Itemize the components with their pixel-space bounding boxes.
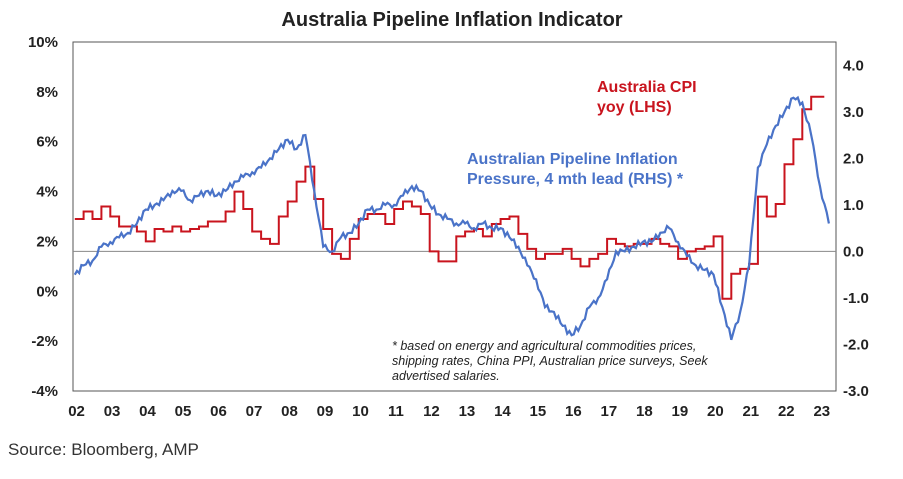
series-label-cpi-line2: yoy (LHS) — [597, 99, 672, 116]
x-tick-label: 18 — [636, 403, 653, 420]
left-tick-label: 0% — [36, 283, 58, 300]
footnote-line-2: shipping rates, China PPI, Australian pr… — [392, 354, 708, 368]
x-tick-label: 03 — [104, 403, 121, 420]
x-tick-label: 12 — [423, 403, 440, 420]
x-tick-label: 22 — [778, 403, 795, 420]
x-tick-label: 15 — [530, 403, 547, 420]
x-tick-label: 02 — [68, 403, 85, 420]
series-label-cpi-line1: Australia CPI — [597, 79, 697, 96]
chart-svg: Australia Pipeline Inflation Indicator 1… — [28, 9, 869, 420]
series-line-cpi — [74, 95, 825, 300]
right-tick-label: 0.0 — [843, 243, 864, 260]
left-tick-label: 2% — [36, 233, 58, 250]
x-tick-label: 17 — [601, 403, 618, 420]
series-line-pipeline — [73, 95, 830, 341]
footnote-line-3: advertised salaries. — [392, 369, 500, 383]
right-tick-label: 4.0 — [843, 57, 864, 74]
x-tick-label: 13 — [459, 403, 476, 420]
x-tick-label: 05 — [175, 403, 192, 420]
series-label-pipeline-line2: Pressure, 4 mth lead (RHS) * — [467, 171, 684, 188]
x-tick-label: 21 — [742, 403, 759, 420]
x-tick-label: 11 — [388, 403, 404, 420]
left-tick-label: -2% — [31, 333, 58, 350]
x-tick-label: 07 — [246, 403, 263, 420]
chart-title: Australia Pipeline Inflation Indicator — [281, 9, 622, 31]
right-tick-label: -3.0 — [843, 383, 869, 400]
right-tick-label: 3.0 — [843, 104, 864, 121]
x-tick-label: 19 — [672, 403, 689, 420]
left-axis: 10% 8% 6% 4% 2% 0% -2% -4% — [28, 34, 58, 400]
series-label-pipeline-line1: Australian Pipeline Inflation — [467, 151, 678, 168]
x-tick-label: 16 — [565, 403, 582, 420]
right-tick-label: 1.0 — [843, 197, 864, 214]
x-tick-label: 20 — [707, 403, 724, 420]
plot-frame — [72, 41, 837, 392]
x-tick-label: 23 — [813, 403, 830, 420]
left-tick-label: -4% — [31, 383, 58, 400]
x-tick-label: 09 — [317, 403, 334, 420]
right-axis: 4.0 3.0 2.0 1.0 0.0 -1.0 -2.0 -3.0 — [843, 57, 869, 400]
source-note: Source: Bloomberg, AMP — [8, 440, 199, 459]
x-tick-label: 06 — [210, 403, 227, 420]
left-tick-label: 6% — [36, 134, 58, 151]
right-tick-label: -2.0 — [843, 336, 869, 353]
chart: Australia Pipeline Inflation Indicator 1… — [28, 9, 869, 420]
x-tick-label: 14 — [494, 403, 511, 420]
x-tick-label: 04 — [139, 403, 156, 420]
x-axis: 02 03 04 05 06 07 08 09 10 11 12 13 14 15 16 17 18 19 20 21… — [68, 403, 830, 420]
x-tick-label: 10 — [352, 403, 369, 420]
footnote-line-1: * based on energy and agricultural commo… — [392, 339, 696, 353]
left-tick-label: 4% — [36, 184, 58, 201]
right-tick-label: 2.0 — [843, 150, 864, 167]
left-tick-label: 8% — [36, 84, 58, 101]
left-tick-label: 10% — [28, 34, 58, 51]
right-tick-label: -1.0 — [843, 290, 869, 307]
x-tick-label: 08 — [281, 403, 298, 420]
